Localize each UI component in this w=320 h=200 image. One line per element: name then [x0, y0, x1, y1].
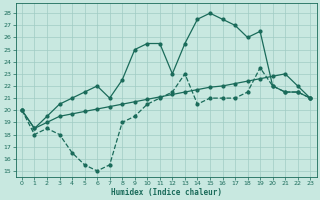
X-axis label: Humidex (Indice chaleur): Humidex (Indice chaleur) [111, 188, 221, 197]
